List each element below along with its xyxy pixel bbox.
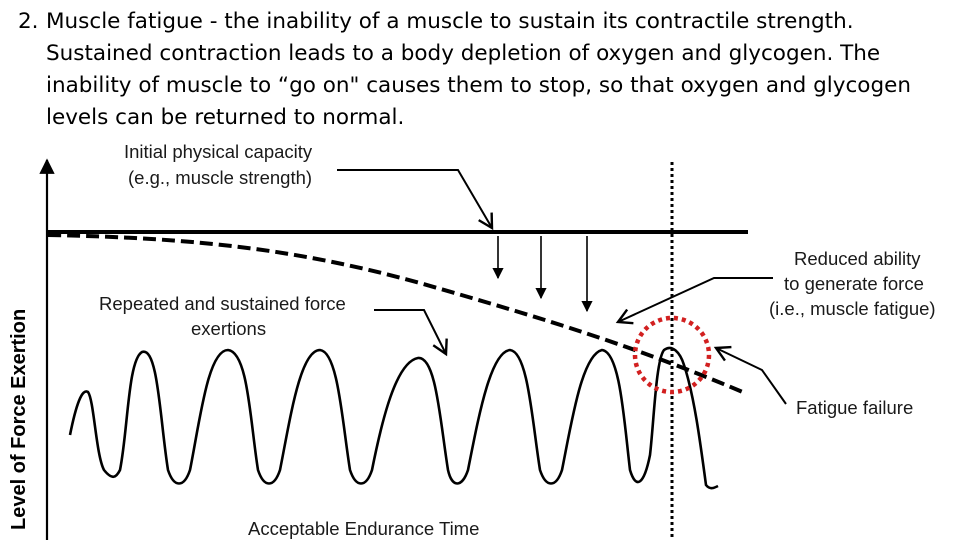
fatigue-failure-label: Fatigue failure [796, 397, 913, 418]
reduced-ability-pointer [615, 277, 773, 325]
reduced-ability-label-line1: Reduced ability [794, 248, 921, 269]
fatigue-failure-highlight-circle [632, 315, 712, 395]
fatigue-failure-pointer [713, 345, 787, 405]
slide-paragraph: 2. Muscle fatigue - the inability of a m… [18, 6, 943, 134]
repeated-exertions-label-line1: Repeated and sustained force [99, 293, 346, 314]
repeated-exertions-label-line2: exertions [191, 318, 266, 339]
initial-capacity-pointer [337, 169, 494, 231]
initial-capacity-label-line1: Initial physical capacity [124, 141, 313, 162]
reduced-ability-label-line3: (i.e., muscle fatigue) [769, 298, 936, 319]
exertion-waveform [68, 346, 719, 490]
paragraph-text: Muscle fatigue - the inability of a musc… [46, 9, 911, 130]
fatigue-decline-curve [47, 233, 746, 395]
repeated-exertions-pointer [374, 309, 448, 357]
paragraph-number: 2. [18, 9, 39, 34]
reduced-ability-label-line2: to generate force [784, 273, 924, 294]
initial-capacity-label-line2: (e.g., muscle strength) [128, 167, 312, 188]
y-axis-label: Level of Force Exertion [8, 309, 30, 530]
x-axis-label: Acceptable Endurance Time [248, 518, 479, 539]
